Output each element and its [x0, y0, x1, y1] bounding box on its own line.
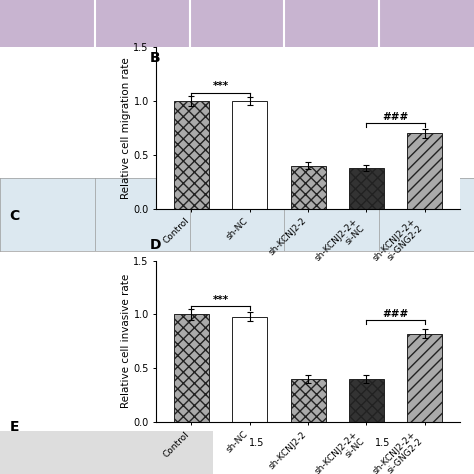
Bar	[174, 101, 209, 209]
Bar	[174, 314, 209, 422]
Text: ###: ###	[383, 111, 409, 121]
Text: ###: ###	[383, 309, 409, 319]
Bar	[291, 165, 326, 209]
Bar	[407, 133, 442, 209]
Bar	[407, 334, 442, 422]
Y-axis label: Relative cell invasive rate: Relative cell invasive rate	[120, 274, 131, 409]
Bar	[349, 379, 384, 422]
Text: D: D	[149, 238, 161, 252]
Y-axis label: Relative cell migration rate: Relative cell migration rate	[120, 57, 131, 199]
Bar	[291, 379, 326, 422]
Bar	[232, 101, 267, 209]
Text: C: C	[9, 210, 20, 223]
Bar	[349, 168, 384, 209]
Text: 1.5: 1.5	[374, 438, 390, 447]
Text: 1.5: 1.5	[249, 438, 264, 447]
Text: ***: ***	[212, 295, 228, 305]
Text: B: B	[149, 51, 160, 64]
Text: ***: ***	[212, 82, 228, 91]
Bar	[232, 317, 267, 422]
Text: E: E	[9, 420, 19, 434]
